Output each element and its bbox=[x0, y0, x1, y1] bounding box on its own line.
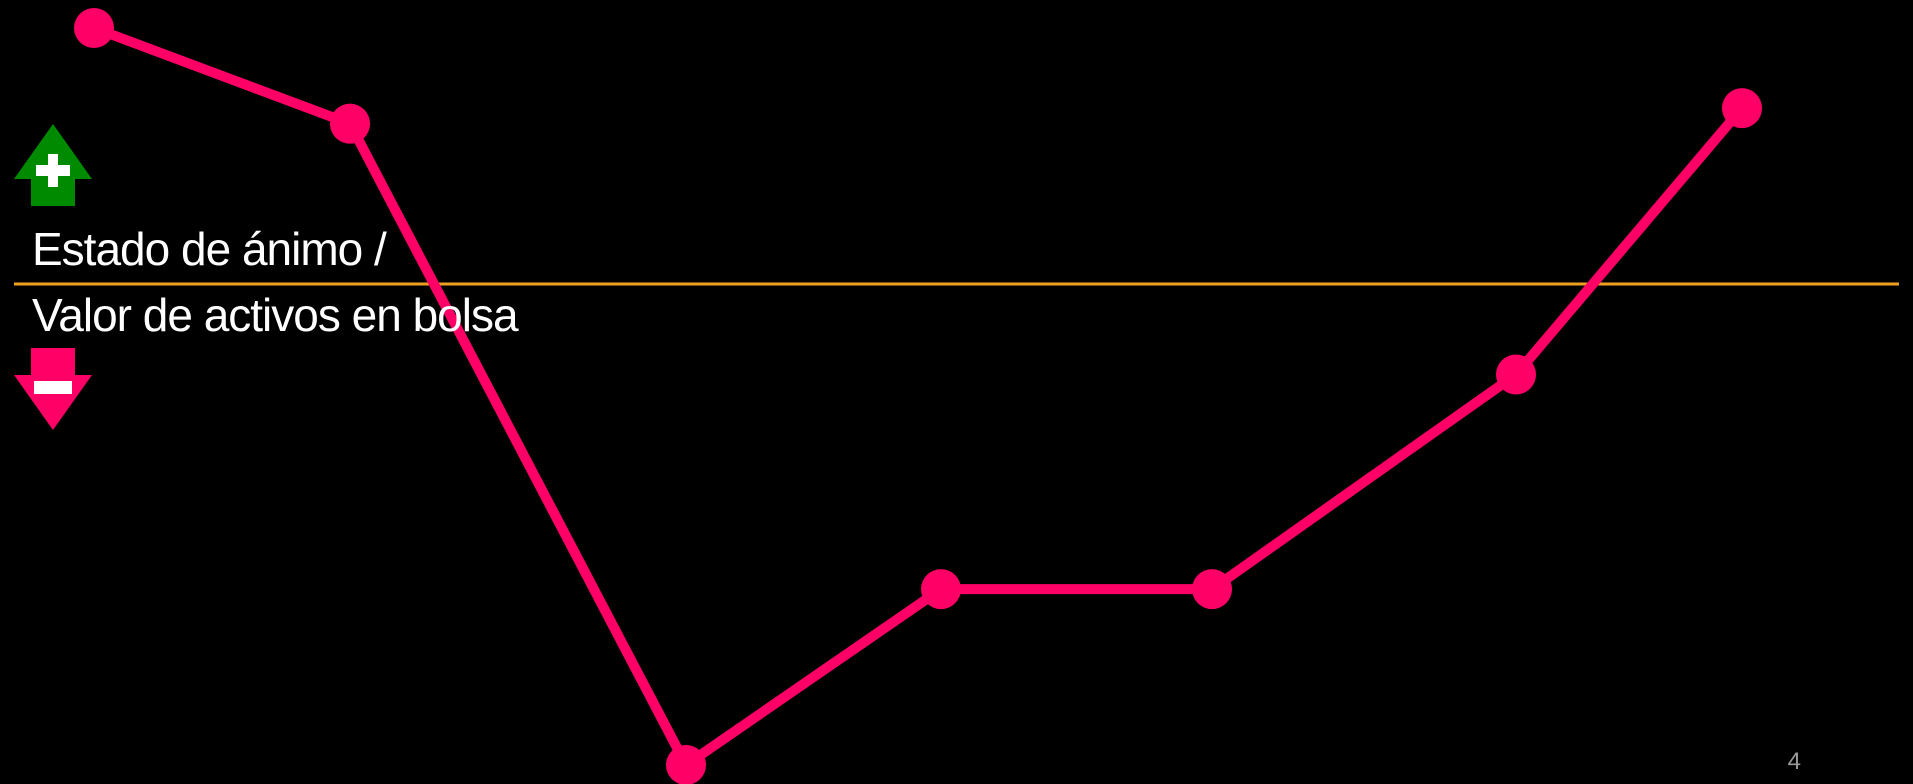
slide-number: 4 bbox=[1787, 748, 1801, 775]
minus-arrow-icon bbox=[14, 348, 92, 430]
data-point-3 bbox=[666, 745, 706, 784]
data-point-1 bbox=[74, 8, 114, 48]
y-axis-label-line-2: Valor de activos en bolsa bbox=[32, 289, 519, 341]
y-axis-label-line-1: Estado de ánimo / bbox=[32, 223, 387, 275]
data-point-4 bbox=[921, 569, 961, 610]
data-point-7 bbox=[1722, 88, 1762, 129]
data-point-6 bbox=[1496, 354, 1536, 395]
data-point-2 bbox=[330, 103, 370, 144]
data-point-5 bbox=[1192, 569, 1232, 610]
series-layer bbox=[74, 8, 1762, 784]
plus-arrow-icon bbox=[14, 124, 92, 206]
